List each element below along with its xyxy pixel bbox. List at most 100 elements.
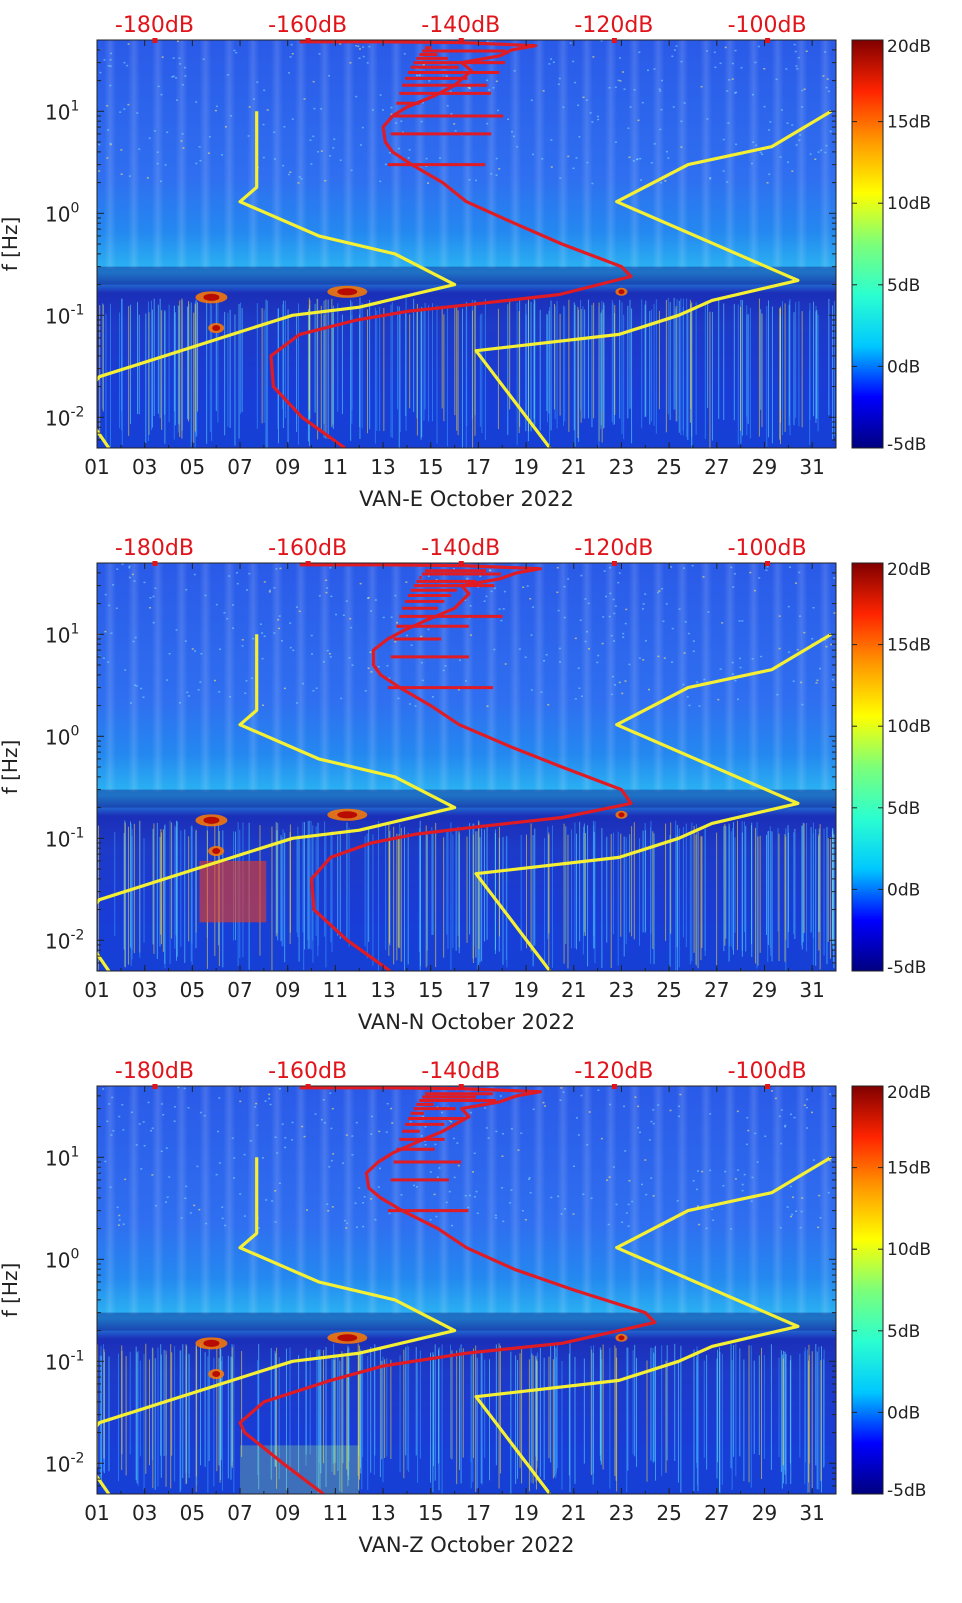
speckle [639, 1131, 642, 1134]
speckle [142, 696, 145, 698]
speckle [751, 658, 754, 660]
x-tick-label: 19 [513, 978, 538, 1002]
x-tick-label: 29 [752, 455, 777, 479]
daily-streak [557, 563, 570, 792]
speckle [327, 1210, 330, 1212]
speckle [739, 666, 742, 669]
speckle [498, 608, 501, 610]
speckle [580, 695, 583, 698]
x-tick-label: 23 [609, 978, 634, 1002]
speckle [473, 1196, 476, 1198]
speckle [107, 65, 110, 67]
daily-streak [175, 40, 188, 269]
speckle [475, 1190, 478, 1193]
top-db-label: -160dB [268, 13, 347, 38]
top-db-tick [458, 561, 464, 566]
x-tick-label: 31 [799, 1501, 824, 1525]
speckle [194, 650, 197, 652]
speckle [473, 1152, 476, 1155]
speckle [422, 1115, 425, 1118]
speckle [627, 127, 630, 129]
speckle [433, 1193, 436, 1196]
speckle [314, 1113, 317, 1115]
speckle [200, 652, 203, 655]
speckle [450, 113, 453, 115]
daily-streak [318, 1086, 331, 1315]
speckle [363, 1196, 366, 1198]
daily-streak [437, 1086, 450, 1315]
x-tick-label: 27 [704, 455, 729, 479]
speckle [198, 146, 201, 148]
speckle [377, 1186, 380, 1188]
daily-streak [461, 40, 474, 269]
speckle [330, 595, 333, 598]
speckle [467, 1206, 470, 1209]
speckle [789, 566, 792, 568]
speckle [780, 109, 783, 111]
speckle [510, 1128, 513, 1130]
speckle [563, 616, 566, 619]
daily-streak [127, 563, 140, 792]
speckle [450, 1224, 453, 1227]
y-axis-label: f [Hz] [0, 1263, 22, 1318]
x-tick-label: 19 [513, 455, 538, 479]
x-tick-label: 25 [656, 978, 681, 1002]
speckle [413, 1184, 416, 1187]
speckle [501, 1187, 504, 1189]
speckle [722, 170, 725, 172]
speckle [397, 697, 400, 700]
speckle [545, 653, 548, 656]
daily-streak [652, 563, 665, 792]
speckle [127, 103, 130, 106]
daily-streak [700, 1086, 713, 1315]
daily-streak [199, 1086, 212, 1315]
yellow-model-high-curve [474, 632, 833, 971]
speckle [445, 75, 448, 78]
speckle [676, 1199, 679, 1202]
speckle [320, 1118, 323, 1121]
speckle [215, 105, 218, 108]
speckle [799, 134, 802, 136]
speckle [166, 1196, 169, 1198]
speckle [368, 45, 371, 48]
speckle [330, 1159, 333, 1162]
daily-streak [676, 1086, 689, 1315]
speckle [310, 634, 313, 637]
speckle [185, 1185, 188, 1188]
speckle [502, 1220, 505, 1223]
speckle [312, 135, 315, 138]
daily-streak [509, 40, 522, 269]
speckle [110, 52, 113, 55]
speckle [780, 1109, 783, 1111]
daily-streak [795, 563, 808, 792]
speckle [416, 74, 419, 77]
speckle [785, 68, 788, 70]
speckle [457, 688, 460, 691]
daily-streak [747, 40, 760, 269]
speckle [709, 178, 712, 180]
daily-streak [509, 563, 522, 792]
speckle [409, 1120, 412, 1123]
speckle [358, 1187, 361, 1189]
speckle [197, 689, 200, 691]
speckle [817, 151, 820, 153]
speckle [660, 79, 663, 82]
speckle [606, 1179, 609, 1181]
speckle [642, 659, 645, 661]
speckle [382, 616, 385, 619]
speckle [262, 156, 265, 159]
speckle [636, 158, 639, 160]
speckle [494, 1214, 497, 1217]
speckle [278, 1087, 281, 1090]
speckle [653, 143, 656, 145]
speckle [149, 597, 152, 599]
speckle [617, 581, 620, 584]
daily-streak [509, 1086, 522, 1315]
speckle [326, 1203, 329, 1205]
y-axis-label: f [Hz] [0, 740, 22, 795]
speckle [329, 155, 332, 157]
yellow-model-low-curve [97, 1157, 457, 1494]
speckle [827, 90, 830, 93]
speckle [243, 1215, 246, 1217]
speckle [250, 677, 253, 679]
